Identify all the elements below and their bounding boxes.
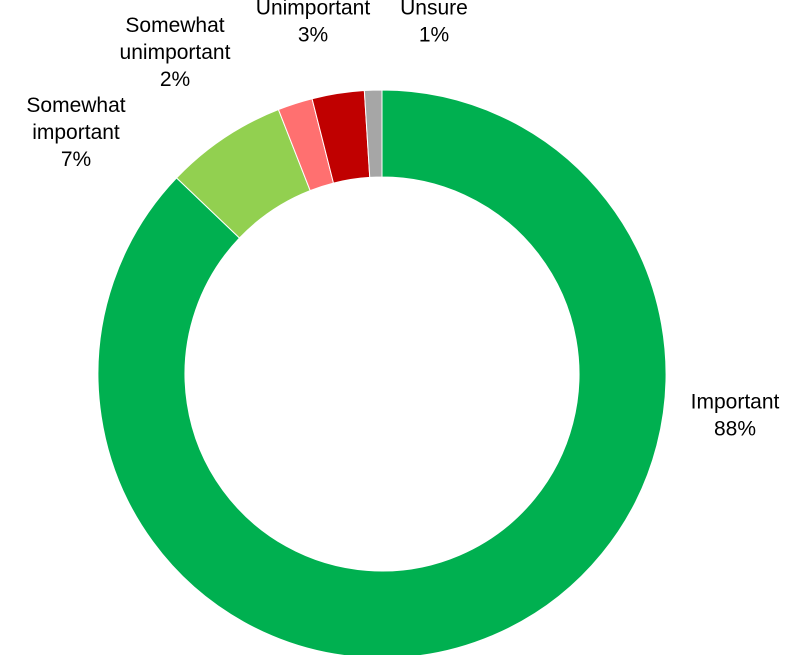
data-label-somewhat-important: Somewhat important 7% (26, 94, 125, 171)
donut-slices (97, 89, 667, 655)
slice-unsure (363, 89, 383, 178)
label-text: important (32, 121, 120, 144)
label-text: Somewhat (26, 94, 125, 117)
data-label-unsure: Unsure 1% (400, 0, 468, 47)
data-label-somewhat-unimportant: Somewhat unimportant 2% (120, 14, 231, 91)
label-text: Unimportant (256, 0, 371, 20)
label-value: 1% (419, 24, 449, 47)
slice-important (97, 89, 667, 655)
label-text: Important (691, 391, 780, 414)
label-text: unimportant (120, 41, 231, 64)
label-text: Unsure (400, 0, 468, 20)
data-label-unimportant: Unimportant 3% (256, 0, 371, 47)
label-value: 7% (61, 148, 91, 171)
label-text: Somewhat (125, 14, 224, 37)
label-value: 2% (160, 68, 190, 91)
data-labels: Important 88% Somewhat important 7% Somewhat u… (26, 0, 779, 441)
label-value: 88% (714, 418, 756, 441)
data-label-important: Important 88% (691, 391, 780, 441)
label-value: 3% (298, 24, 328, 47)
